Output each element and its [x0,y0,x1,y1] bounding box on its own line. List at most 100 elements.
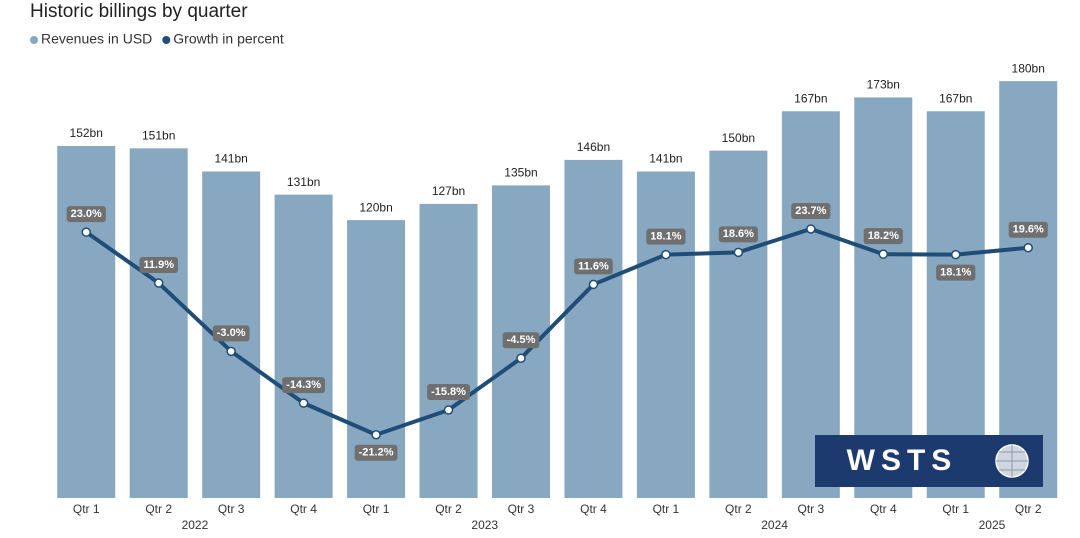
growth-value-label: 23.7% [795,205,826,217]
x-tick-label: Qtr 4 [580,502,607,516]
x-tick-label: Qtr 4 [290,502,317,516]
bar-value-label: 141bn [649,152,682,166]
x-tick-label: Qtr 2 [435,502,462,516]
growth-point [661,249,671,260]
bar-value-label: 131bn [287,175,320,189]
chart-title: Historic billings by quarter [30,1,248,22]
growth-line [85,226,1029,437]
legend-label: Revenues in USD [41,31,152,47]
growth-label-bg [354,444,398,461]
bar [999,81,1058,498]
growth-point [951,249,961,260]
growth-label: 11.6% [574,258,613,275]
growth-label-bg [936,264,976,281]
logo-grid [996,445,1028,477]
logo-text: WSTS [847,444,958,477]
growth-label-bg [502,332,540,349]
growth-value-label: 11.6% [578,260,609,272]
growth-label-bg [791,202,831,219]
bar-value-label: 167bn [939,91,972,105]
bar [57,146,116,498]
growth-label-bg [282,377,326,394]
growth-point [371,430,381,440]
growth-value-label: 18.1% [940,267,971,279]
growth-label: -14.3% [282,377,326,394]
x-tick-label: Qtr 3 [218,502,245,516]
bar-value-label: 152bn [70,126,103,140]
growth-point [298,398,309,408]
bar [274,194,333,498]
growth-value-label: 11.9% [143,259,174,271]
growth-label: -3.0% [212,325,250,342]
growth-point [878,249,889,259]
growth-value-label: 18.2% [868,230,899,242]
bar [564,159,623,499]
growth-point [806,224,816,234]
bar-value-label: 150bn [722,131,755,145]
plot: Qtr 1 Qtr 2 Qtr 3 Qtr 4 Qtr 1 Qtr 2 Qtr 3 Qtr 4… [57,61,1058,532]
growth-value-label: -15.8% [431,386,466,398]
x-tick-label: Qtr 4 [870,502,897,516]
x-tick-label: Qtr 1 [942,502,969,516]
legend-marker [30,36,38,44]
growth-label-bg [718,226,758,243]
growth-point [226,346,236,357]
legend-marker [162,36,171,44]
growth-label: -21.2% [354,444,398,461]
growth-label-bg [574,258,613,275]
growth-value-label: 18.6% [723,228,754,240]
growth-point [1023,243,1033,253]
growth-label: 18.2% [863,228,903,245]
growth-label: 18.1% [936,264,976,281]
bar-value-label: 151bn [142,128,175,142]
x-tick-label: Qtr 1 [363,502,390,516]
growth-value-label: -21.2% [359,447,394,459]
x-tick-label: Qtr 1 [73,502,100,516]
bar-value-label: 120bn [359,200,392,214]
logo: WSTS [815,435,1043,487]
legend-label: Growth in percent [173,31,284,47]
growth-label-bg [212,325,250,342]
x-tick-label: Qtr 3 [508,502,535,516]
growth-point [588,279,599,290]
x-group-label: 2024 [761,518,788,532]
growth-label: 19.6% [1008,221,1048,238]
bar [709,150,768,498]
growth-point [443,405,454,415]
bar [636,171,695,498]
x-group-label: 2022 [182,518,209,532]
growth-label-bg [139,257,178,274]
bar-value-label: 180bn [1012,61,1045,75]
growth-label: 18.1% [646,228,686,245]
growth-label: 23.0% [66,206,106,223]
growth-value-label: -14.3% [286,379,321,391]
x-tick-label: Qtr 3 [797,502,824,516]
bar-value-label: 173bn [867,78,900,92]
bar-value-label: 141bn [214,152,247,166]
x-tick-label: Qtr 2 [725,502,752,516]
bar [926,111,985,499]
growth-label-bg [863,228,903,245]
growth-label: 18.6% [718,226,758,243]
growth-value-label: 23.0% [71,208,102,220]
x-tick-label: Qtr 2 [1015,502,1042,516]
growth-point [516,353,526,363]
growth-value-label: -4.5% [507,334,536,346]
x-tick-label: Qtr 1 [653,502,680,516]
x-group-label: 2023 [471,518,498,532]
legend: Revenues in USD Growth in percent [30,31,284,47]
growth-label: -4.5% [502,332,540,349]
x-tick-label: Qtr 2 [145,502,172,516]
growth-label-bg [427,384,470,400]
growth-label-bg [66,206,106,223]
bar [129,148,188,498]
growth-label: 23.7% [791,202,831,219]
growth-point [153,278,164,288]
bar-value-label: 146bn [577,140,610,154]
growth-point [733,247,744,258]
growth-label: 11.9% [139,257,178,274]
growth-value-label: 18.1% [650,231,681,243]
bar-value-label: 167bn [794,91,827,105]
growth-label-bg [646,228,686,245]
